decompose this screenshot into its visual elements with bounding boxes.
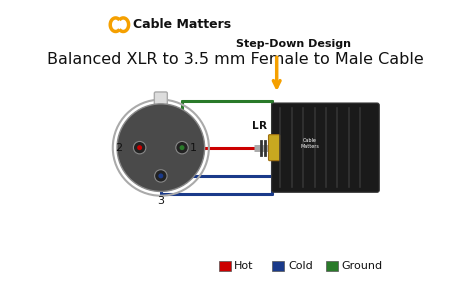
Circle shape xyxy=(158,174,164,178)
FancyBboxPatch shape xyxy=(155,92,167,105)
Text: Cable Matters: Cable Matters xyxy=(133,18,231,31)
Circle shape xyxy=(155,170,167,182)
Circle shape xyxy=(176,141,188,154)
FancyBboxPatch shape xyxy=(268,135,280,161)
Bar xyxy=(219,261,231,272)
Text: Hot: Hot xyxy=(234,261,254,271)
Text: Balanced XLR to 3.5 mm Female to Male Cable: Balanced XLR to 3.5 mm Female to Male Ca… xyxy=(47,52,424,66)
Circle shape xyxy=(117,104,205,191)
Text: 1: 1 xyxy=(190,143,197,153)
Text: L: L xyxy=(252,121,259,131)
Text: 3: 3 xyxy=(157,196,164,206)
FancyBboxPatch shape xyxy=(272,103,379,192)
Circle shape xyxy=(133,141,146,154)
Text: Cold: Cold xyxy=(288,261,313,271)
Circle shape xyxy=(137,145,142,150)
Bar xyxy=(273,261,284,272)
Text: Step-Down Design: Step-Down Design xyxy=(236,39,351,49)
Circle shape xyxy=(180,145,184,150)
Text: R: R xyxy=(259,121,266,131)
Text: Cable: Cable xyxy=(303,138,317,143)
Text: Matters: Matters xyxy=(301,144,319,149)
Text: 2: 2 xyxy=(116,143,123,153)
Bar xyxy=(326,261,338,272)
Text: Ground: Ground xyxy=(342,261,383,271)
